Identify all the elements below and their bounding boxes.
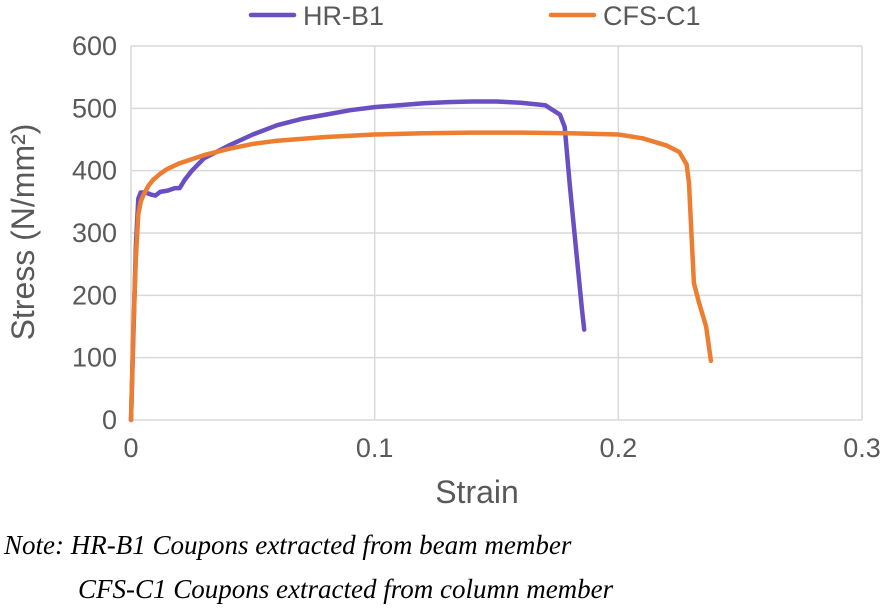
y-tick-label: 200: [72, 280, 117, 310]
series-line-hr-b1: [128, 99, 587, 423]
series-lines: [128, 99, 714, 423]
y-tick-label: 600: [72, 31, 117, 61]
y-tick-label: 500: [72, 93, 117, 123]
stress-strain-chart: 0 100 200 300 400 500 600 0 0.1 0.2 0.3 HR-B1 CFS-…: [5, 1, 881, 510]
legend-label-hr-b1: HR-B1: [303, 1, 384, 31]
y-tick-label: 0: [102, 405, 117, 435]
note-line-2: CFS-C1 Coupons extracted from column mem…: [78, 574, 614, 604]
gridlines: [130, 45, 863, 421]
y-axis-ticks: 0 100 200 300 400 500 600: [72, 31, 117, 435]
series-line-cfs-c1: [128, 130, 714, 423]
x-tick-label: 0: [123, 433, 138, 463]
x-tick-label: 0.3: [843, 433, 881, 463]
x-tick-label: 0.2: [600, 433, 638, 463]
legend-label-cfs-c1: CFS-C1: [603, 1, 701, 31]
y-tick-label: 400: [72, 156, 117, 186]
x-axis-title: Strain: [435, 474, 519, 510]
legend: HR-B1 CFS-C1: [248, 1, 701, 31]
y-tick-label: 300: [72, 218, 117, 248]
note-line-1: Note: HR-B1 Coupons extracted from beam …: [4, 530, 572, 560]
x-tick-label: 0.1: [356, 433, 394, 463]
x-axis-ticks: 0 0.1 0.2 0.3: [123, 433, 880, 463]
y-axis-title: Stress (N/mm²): [5, 124, 41, 341]
y-tick-label: 100: [72, 343, 117, 373]
